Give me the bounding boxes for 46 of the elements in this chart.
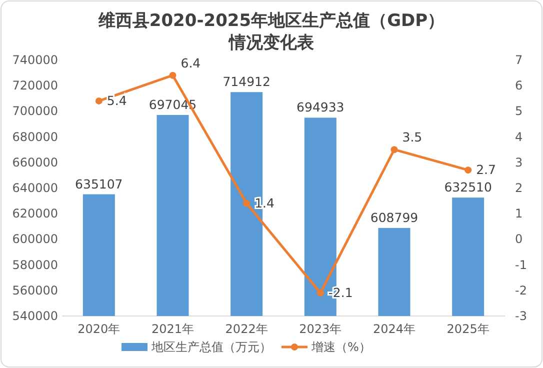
data-label: 635107 — [75, 176, 123, 192]
point — [243, 200, 250, 207]
data-label: 632510 — [444, 180, 492, 195]
y2-tick-label: -3 — [515, 309, 527, 323]
y2-tick-label: 1 — [515, 206, 523, 221]
data-label: 2.7 — [476, 162, 496, 178]
data-label: 694933 — [296, 100, 344, 115]
y2-tick-label: 2 — [515, 181, 523, 195]
y2-tick-label: -1 — [515, 258, 527, 272]
point — [464, 166, 472, 174]
y-tick-label: 580000 — [12, 258, 58, 272]
data-label: 6.4 — [180, 55, 201, 70]
point — [390, 146, 398, 154]
y-tick-label: 700000 — [12, 104, 58, 118]
y2-tick-label: -2 — [515, 283, 527, 298]
y2-tick-label: 7 — [515, 53, 523, 67]
y-tick-label: 540000 — [12, 309, 58, 323]
y-tick-label: 720000 — [12, 78, 58, 93]
data-label: 3.5 — [402, 130, 422, 145]
y2-tick-label: 6 — [515, 78, 523, 93]
chart-title: 维西县2020-2025年地区生产总值（GDP）情况变化表 — [97, 11, 445, 53]
y-tick-label: 600000 — [12, 232, 58, 246]
y-tick-label: 620000 — [12, 206, 58, 221]
y-tick-label: 740000 — [12, 53, 58, 67]
x-tick-label: 2022年 — [225, 322, 268, 336]
y2-tick-label: 4 — [515, 130, 523, 144]
y-tick-label: 640000 — [12, 181, 58, 195]
y2-tick-label: 5 — [515, 104, 523, 118]
x-tick-label: 2021年 — [151, 322, 194, 336]
legend-label: 地区生产总值（万元） — [150, 340, 272, 354]
y2-tick-label: 3 — [515, 155, 523, 170]
x-tick-label: 2023年 — [299, 322, 342, 336]
x-tick-label: 2024年 — [372, 322, 416, 336]
y2-tick-label: 0 — [515, 232, 523, 246]
y-tick-label: 560000 — [12, 283, 58, 298]
y-tick-label: 680000 — [12, 130, 58, 144]
point — [316, 289, 324, 296]
data-label: 608799 — [370, 210, 418, 225]
legend-label: 增速（%） — [310, 340, 371, 354]
y-tick-label: 660000 — [12, 155, 58, 170]
point — [95, 97, 102, 104]
point — [169, 72, 176, 79]
x-tick-label: 2025年 — [446, 322, 490, 336]
data-label: 714912 — [222, 74, 270, 90]
data-label: 5.4 — [106, 92, 127, 108]
x-tick-label: 2020年 — [78, 322, 120, 336]
